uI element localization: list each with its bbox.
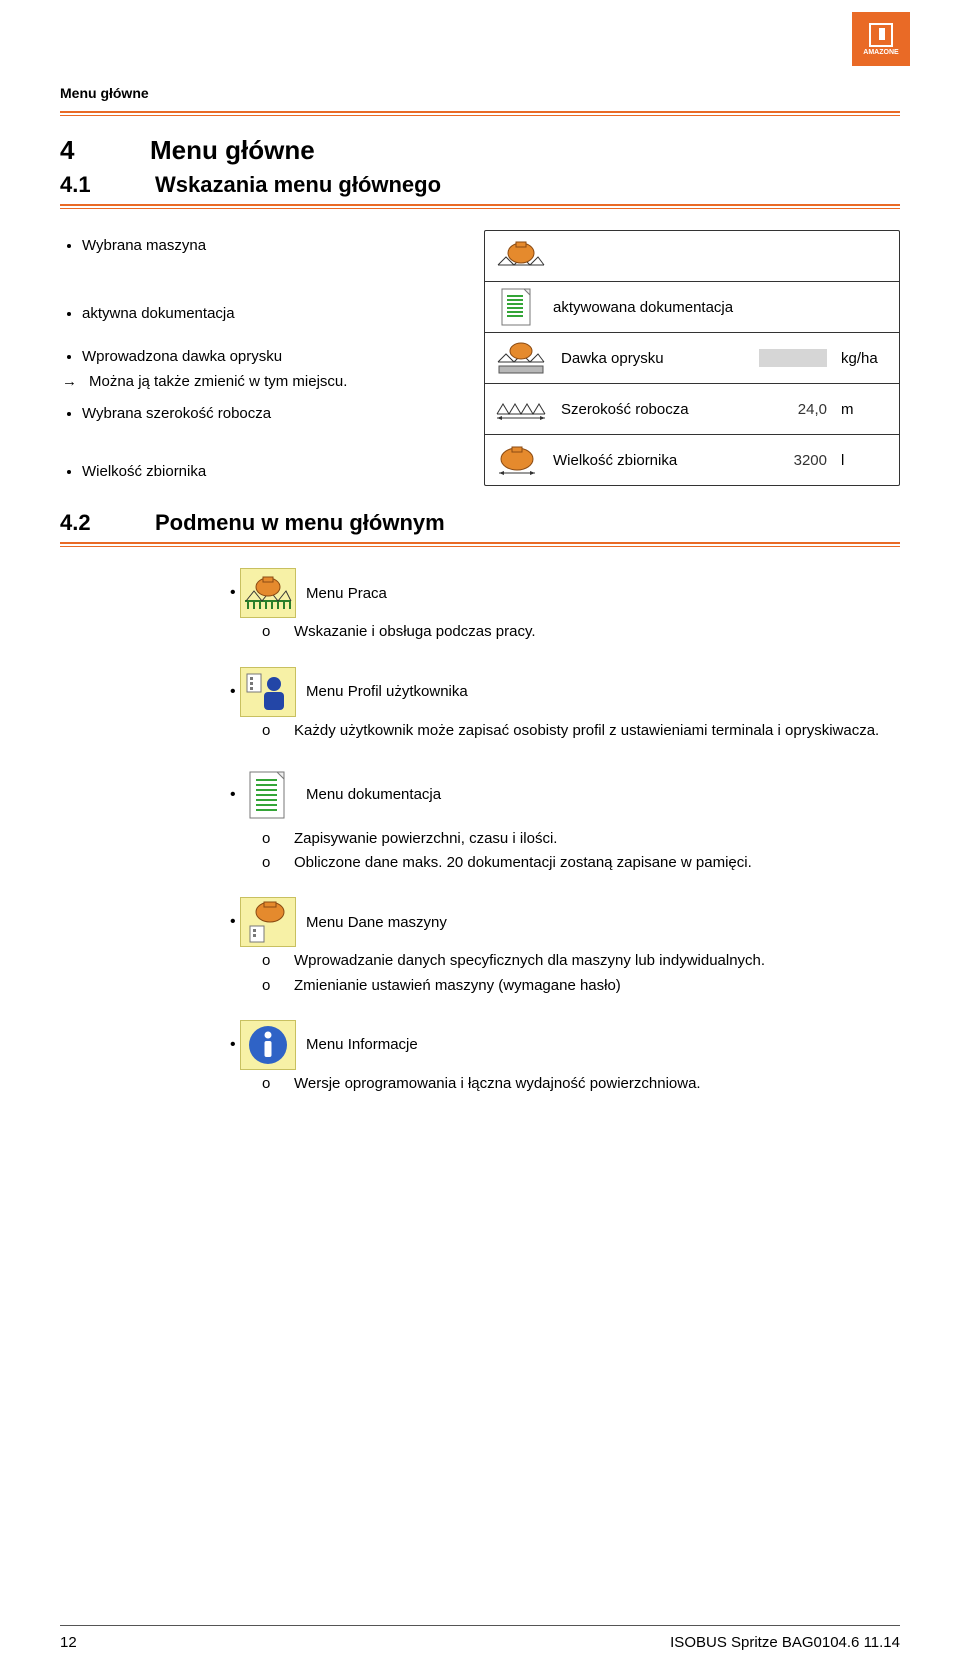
divider-top (60, 111, 900, 117)
panel-width-unit: m (841, 401, 889, 418)
footer-page-num: 12 (60, 1634, 77, 1651)
menu-dane-sub: οWprowadzanie danych specyficznych dla m… (230, 951, 900, 996)
divider-41 (60, 204, 900, 210)
menu-profil-label: Menu Profil użytkownika (306, 683, 468, 700)
breadcrumb: Menu główne (60, 85, 900, 101)
menu-list: Menu Praca οWskazanie i obsługa podczas … (60, 568, 900, 1094)
panel-width-value: 24,0 (757, 401, 827, 418)
section-41-num: 4.1 (60, 172, 115, 198)
menu-praca-sub: οWskazanie i obsługa podczas pracy. (230, 622, 900, 642)
bullet-dot (230, 584, 240, 602)
section-42-header: 4.2 Podmenu w menu głównym (60, 510, 900, 536)
menu-praca-label: Menu Praca (306, 585, 387, 602)
page-footer: 12 ISOBUS Spritze BAG0104.6 11.14 (60, 1625, 900, 1651)
bullet-dose: Wprowadzona dawka oprysku (82, 347, 460, 367)
doc-page-icon (495, 288, 539, 326)
menu-info-o1: Wersje oprogramowania i łączna wydajność… (294, 1074, 701, 1094)
section-4-num: 4 (60, 135, 110, 166)
panel-dose-label: Dawka oprysku (561, 350, 745, 367)
page: AMAZONE Menu główne 4 Menu główne 4.1 Ws… (0, 0, 960, 1679)
menu-praca: Menu Praca (230, 568, 900, 618)
bullet-tank: Wielkość zbiornika (82, 462, 460, 482)
bullet-dot (230, 683, 240, 701)
bullet-dose-sub-text: Można ją także zmienić w tym miejscu. (89, 373, 347, 390)
menu-profil-icon (240, 667, 296, 717)
arrow-icon: → (62, 373, 77, 390)
menu-profil-o1: Każdy użytkownik może zapisać osobisty p… (294, 721, 879, 741)
panel-dose-unit: kg/ha (841, 350, 889, 367)
brand-logo-icon (869, 23, 893, 47)
menu-dane-label: Menu Dane maszyny (306, 914, 447, 931)
menu-dok-icon (240, 765, 296, 825)
section-4-header: 4 Menu główne (60, 135, 900, 166)
dose-icon (495, 339, 547, 377)
menu-profil-sub: οKażdy użytkownik może zapisać osobisty … (230, 721, 900, 741)
menu-info: Menu Informacje (230, 1020, 900, 1070)
menu-dane: Menu Dane maszyny (230, 897, 900, 947)
menu-info-label: Menu Informacje (306, 1036, 418, 1053)
bullet-dot (230, 1036, 240, 1054)
width-icon (495, 390, 547, 428)
panel-width-label: Szerokość robocza (561, 401, 743, 418)
bullet-machine: Wybrana maszyna (82, 236, 460, 256)
bullet-dose-sub: → Można ją także zmienić w tym miejscu. (62, 373, 460, 390)
menu-dane-icon (240, 897, 296, 947)
bullet-dot (230, 786, 240, 804)
menu-dane-o1: Wprowadzanie danych specyficznych dla ma… (294, 951, 765, 971)
section-42-title: Podmenu w menu głównym (155, 510, 445, 536)
menu-dok-o2: Obliczone dane maks. 20 dokumentacji zos… (294, 853, 752, 873)
section-4-title: Menu główne (150, 135, 315, 166)
bullet-dot (230, 913, 240, 931)
menu-dok-label: Menu dokumentacja (306, 786, 441, 803)
panel-row-dose: Dawka oprysku kg/ha (485, 332, 899, 383)
left-bullets: Wybrana maszyna aktywna dokumentacja Wpr… (60, 230, 460, 488)
bullet-active-doc: aktywna dokumentacja (82, 304, 460, 324)
panel-row-width: Szerokość robocza 24,0 m (485, 383, 899, 434)
panel-tank-unit: l (841, 452, 889, 469)
panel-row-machine (485, 231, 899, 281)
panel-tank-label: Wielkość zbiornika (553, 452, 743, 469)
brand-logo: AMAZONE (852, 12, 910, 66)
machine-icon (495, 237, 547, 275)
menu-info-icon (240, 1020, 296, 1070)
menu-dane-o2: Zmienianie ustawień maszyny (wymagane ha… (294, 976, 621, 996)
brand-name: AMAZONE (863, 49, 898, 56)
section-41-title: Wskazania menu głównego (155, 172, 441, 198)
menu-profil: Menu Profil użytkownika (230, 667, 900, 717)
panel-row-doc: aktywowana dokumentacja (485, 281, 899, 332)
menu-praca-icon (240, 568, 296, 618)
menu-dok-o1: Zapisywanie powierzchni, czasu i ilości. (294, 829, 557, 849)
section-41-header: 4.1 Wskazania menu głównego (60, 172, 900, 198)
section-41-content: Wybrana maszyna aktywna dokumentacja Wpr… (60, 230, 900, 488)
menu-dok: Menu dokumentacja (230, 765, 900, 825)
tank-icon (495, 441, 539, 479)
panel: aktywowana dokumentacja Dawka oprysku (484, 230, 900, 486)
menu-dok-sub: οZapisywanie powierzchni, czasu i ilości… (230, 829, 900, 874)
section-42-num: 4.2 (60, 510, 115, 536)
bullet-width: Wybrana szerokość robocza (82, 404, 460, 424)
panel-dose-valuebox (759, 349, 827, 367)
panel-box: aktywowana dokumentacja Dawka oprysku (484, 230, 900, 488)
footer-doc-id: ISOBUS Spritze BAG0104.6 11.14 (670, 1634, 900, 1651)
panel-row-tank: Wielkość zbiornika 3200 l (485, 434, 899, 485)
panel-doc-label: aktywowana dokumentacja (553, 299, 889, 316)
menu-info-sub: οWersje oprogramowania i łączna wydajnoś… (230, 1074, 900, 1094)
divider-42 (60, 542, 900, 548)
menu-praca-o1: Wskazanie i obsługa podczas pracy. (294, 622, 536, 642)
panel-tank-value: 3200 (757, 452, 827, 469)
